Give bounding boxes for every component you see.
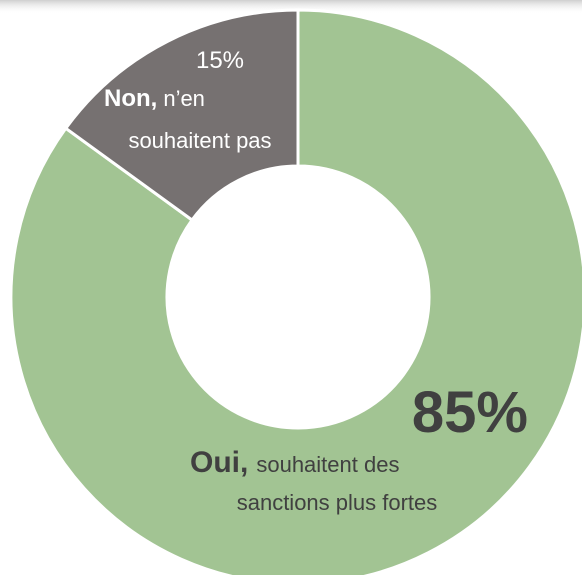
value-label: 15% [196, 47, 244, 74]
label-text: souhaitent des [256, 452, 399, 477]
slice [63, 8, 300, 223]
category-label: Oui, souhaitent des [190, 446, 399, 479]
top-shade [0, 0, 582, 14]
label-lead: Non, [104, 85, 157, 112]
category-label: Non, n’en [104, 85, 205, 112]
value-label: 85% [412, 380, 528, 445]
label-lead: Oui, [190, 446, 248, 479]
label-text: n’en [163, 86, 205, 111]
slice [9, 8, 582, 575]
donut [9, 8, 582, 575]
labels: 85% Oui, souhaitent des sanctions plus fort… [104, 47, 528, 515]
label-text: souhaitent pas [128, 128, 271, 153]
label-text: sanctions plus fortes [237, 490, 438, 515]
